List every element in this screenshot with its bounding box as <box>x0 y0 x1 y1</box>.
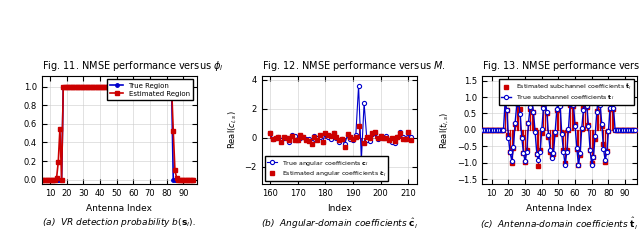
Estimated angular coefficients $\hat{\mathbf{c}}_l$ <box>407 138 415 141</box>
Line: True angular coefficients $\mathbf{c}_l$: True angular coefficients $\mathbf{c}_l$ <box>268 84 413 162</box>
Estimated Region <box>101 85 109 88</box>
True subchannel coefficients $\mathbf{t}_l$ <box>558 133 566 136</box>
Estimated subchannel coefficients $\hat{\mathbf{t}}_l$ <box>631 128 639 131</box>
True angular coefficients $\mathbf{c}_l$ <box>407 136 415 139</box>
True subchannel coefficients $\mathbf{t}_l$ <box>621 128 629 131</box>
True Region <box>178 178 186 181</box>
True Region <box>189 178 197 181</box>
Estimated angular coefficients $\hat{\mathbf{c}}_l$ <box>341 145 349 148</box>
True Region <box>113 85 120 88</box>
Estimated subchannel coefficients $\hat{\mathbf{t}}_l$ <box>495 128 502 131</box>
True angular coefficients $\mathbf{c}_l$ <box>341 142 349 145</box>
True angular coefficients $\mathbf{c}_l$ <box>333 137 340 140</box>
Text: Fig. 13. NMSE performance versus $r_l$: Fig. 13. NMSE performance versus $r_l$ <box>482 59 640 73</box>
Legend: True angular coefficients $\mathbf{c}_l$, Estimated angular coefficients $\hat{\: True angular coefficients $\mathbf{c}_l$… <box>265 156 388 181</box>
Estimated Region <box>78 85 86 88</box>
X-axis label: Index: Index <box>326 204 352 213</box>
True subchannel coefficients $\mathbf{t}_l$ <box>473 128 481 131</box>
Text: (a)  VR detection probability $b(\mathbf{s}_l)$.: (a) VR detection probability $b(\mathbf{… <box>42 216 196 229</box>
True angular coefficients $\mathbf{c}_l$ <box>355 84 362 87</box>
Line: Estimated subchannel coefficients $\hat{\mathbf{t}}_l$: Estimated subchannel coefficients $\hat{… <box>475 91 637 168</box>
Estimated subchannel coefficients $\hat{\mathbf{t}}_l$ <box>556 104 564 107</box>
Estimated angular coefficients $\hat{\mathbf{c}}_l$ <box>266 132 274 135</box>
Estimated angular coefficients $\hat{\mathbf{c}}_l$ <box>316 133 324 136</box>
True subchannel coefficients $\mathbf{t}_l$ <box>595 94 602 97</box>
True subchannel coefficients $\mathbf{t}_l$ <box>561 164 569 167</box>
Text: Fig. 11. NMSE performance versus $\phi_l$: Fig. 11. NMSE performance versus $\phi_l… <box>42 59 223 73</box>
Estimated subchannel coefficients $\hat{\mathbf{t}}_l$ <box>555 92 563 94</box>
Estimated subchannel coefficients $\hat{\mathbf{t}}_l$ <box>518 135 525 138</box>
Estimated subchannel coefficients $\hat{\mathbf{t}}_l$ <box>473 128 481 131</box>
Estimated angular coefficients $\hat{\mathbf{c}}_l$ <box>277 141 285 144</box>
Estimated Region <box>60 85 67 88</box>
True angular coefficients $\mathbf{c}_l$ <box>266 132 274 135</box>
Estimated angular coefficients $\hat{\mathbf{c}}_l$ <box>352 135 360 138</box>
Estimated Region <box>189 178 197 181</box>
Line: True subchannel coefficients $\mathbf{t}_l$: True subchannel coefficients $\mathbf{t}… <box>475 93 637 167</box>
Legend: Estimated subchannel coefficients $\hat{\mathbf{t}}_l$, True subchannel coeffici: Estimated subchannel coefficients $\hat{… <box>499 79 634 105</box>
True Region <box>60 85 67 88</box>
Estimated Region <box>113 85 120 88</box>
True subchannel coefficients $\mathbf{t}_l$ <box>541 99 549 102</box>
Legend: True Region, Estimated Region: True Region, Estimated Region <box>107 79 193 100</box>
True Region <box>31 178 39 181</box>
Estimated angular coefficients $\hat{\mathbf{c}}_l$ <box>355 124 362 127</box>
Estimated subchannel coefficients $\hat{\mathbf{t}}_l$ <box>561 162 569 164</box>
True Region <box>101 85 109 88</box>
Y-axis label: Real$(t_{l,s})$: Real$(t_{l,s})$ <box>439 111 451 149</box>
Estimated subchannel coefficients $\hat{\mathbf{t}}_l$ <box>543 112 550 114</box>
Line: Estimated angular coefficients $\hat{\mathbf{c}}_l$: Estimated angular coefficients $\hat{\ma… <box>268 124 413 180</box>
True subchannel coefficients $\mathbf{t}_l$ <box>495 128 502 131</box>
True angular coefficients $\mathbf{c}_l$ <box>316 136 324 139</box>
Text: (c)  Antenna-domain coefficients $\hat{\mathbf{t}}_l$: (c) Antenna-domain coefficients $\hat{\m… <box>480 216 638 232</box>
True Region <box>118 85 125 88</box>
Estimated angular coefficients $\hat{\mathbf{c}}_l$ <box>363 136 371 139</box>
Estimated Region <box>31 178 39 181</box>
True angular coefficients $\mathbf{c}_l$ <box>277 139 285 142</box>
True subchannel coefficients $\mathbf{t}_l$ <box>518 136 525 139</box>
Text: Fig. 12. NMSE performance versus $M$.: Fig. 12. NMSE performance versus $M$. <box>262 59 445 73</box>
Line: True Region: True Region <box>33 85 195 181</box>
Estimated angular coefficients $\hat{\mathbf{c}}_l$ <box>333 136 340 139</box>
X-axis label: Antenna Index: Antenna Index <box>526 204 592 213</box>
True subchannel coefficients $\mathbf{t}_l$ <box>631 128 639 131</box>
Estimated subchannel coefficients $\hat{\mathbf{t}}_l$ <box>621 128 629 131</box>
True Region <box>52 178 60 181</box>
Estimated angular coefficients $\hat{\mathbf{c}}_l$ <box>358 177 365 180</box>
Estimated subchannel coefficients $\hat{\mathbf{t}}_l$ <box>534 164 542 167</box>
True angular coefficients $\mathbf{c}_l$ <box>358 158 365 161</box>
Estimated Region <box>118 85 125 88</box>
Line: Estimated Region: Estimated Region <box>33 85 195 181</box>
Estimated Region <box>52 176 60 179</box>
True subchannel coefficients $\mathbf{t}_l$ <box>553 108 561 111</box>
Y-axis label: Real$(c_{l,s})$: Real$(c_{l,s})$ <box>227 111 239 149</box>
True angular coefficients $\mathbf{c}_l$ <box>363 138 371 141</box>
Text: (b)  Angular-domain coefficients $\hat{\mathbf{c}}_l$: (b) Angular-domain coefficients $\hat{\m… <box>260 216 418 231</box>
Estimated Region <box>178 178 186 181</box>
X-axis label: Antenna Index: Antenna Index <box>86 204 152 213</box>
True Region <box>78 85 86 88</box>
True angular coefficients $\mathbf{c}_l$ <box>352 134 360 137</box>
